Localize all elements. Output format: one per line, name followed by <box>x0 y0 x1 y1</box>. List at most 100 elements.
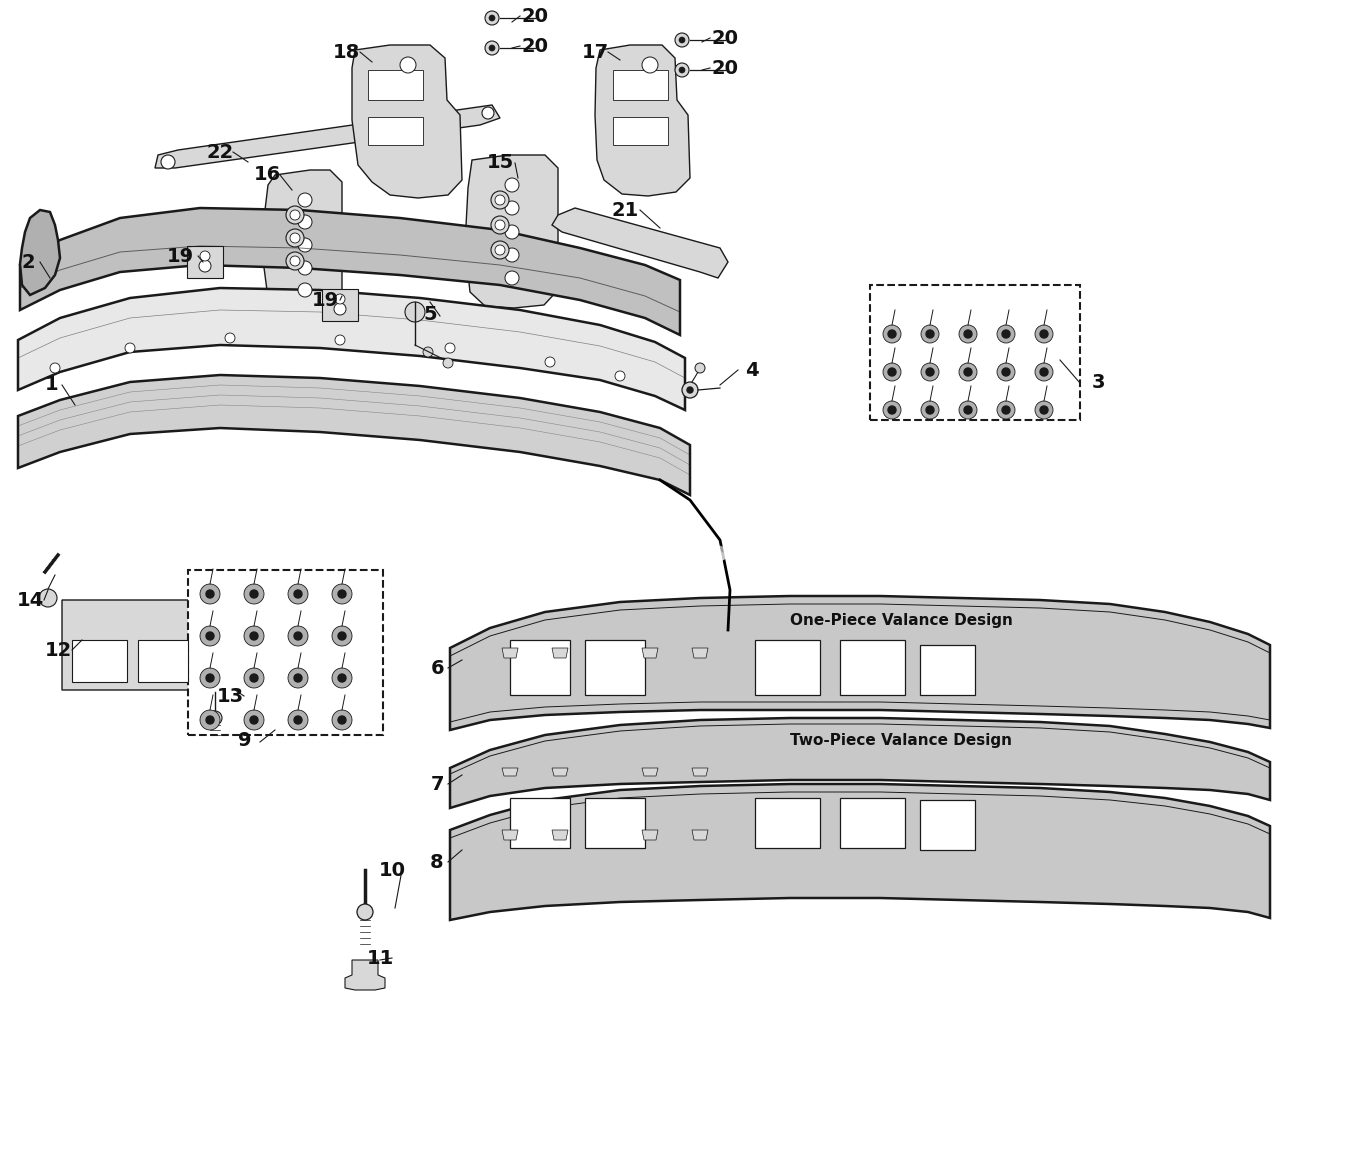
Text: 5: 5 <box>423 305 436 325</box>
Wedge shape <box>701 549 729 565</box>
Bar <box>840 639 906 696</box>
Circle shape <box>505 201 519 215</box>
Circle shape <box>335 293 344 304</box>
Polygon shape <box>21 210 60 295</box>
Circle shape <box>696 364 705 373</box>
Circle shape <box>209 711 222 725</box>
Wedge shape <box>696 545 733 565</box>
Circle shape <box>285 206 305 224</box>
Text: 14: 14 <box>16 590 44 609</box>
Circle shape <box>298 283 311 297</box>
Circle shape <box>206 632 214 639</box>
Bar <box>840 798 906 848</box>
Polygon shape <box>502 830 519 841</box>
Text: 19: 19 <box>311 291 339 310</box>
Circle shape <box>333 303 346 314</box>
Circle shape <box>1002 368 1010 376</box>
Bar <box>870 285 1080 420</box>
Circle shape <box>332 710 353 729</box>
Circle shape <box>1034 364 1052 381</box>
Circle shape <box>288 627 307 646</box>
Circle shape <box>338 632 346 639</box>
Circle shape <box>49 364 60 373</box>
Circle shape <box>298 193 311 207</box>
Circle shape <box>38 589 58 607</box>
Circle shape <box>545 357 556 367</box>
Circle shape <box>200 667 220 689</box>
Circle shape <box>921 364 938 381</box>
Polygon shape <box>595 44 690 196</box>
Circle shape <box>959 364 977 381</box>
Text: 20: 20 <box>521 7 549 26</box>
Circle shape <box>338 715 346 724</box>
Bar <box>613 117 668 145</box>
Polygon shape <box>502 648 519 658</box>
Circle shape <box>482 108 494 119</box>
Circle shape <box>206 590 214 599</box>
Bar <box>71 639 128 682</box>
Circle shape <box>615 371 626 381</box>
Circle shape <box>965 406 971 414</box>
Circle shape <box>675 33 689 47</box>
Text: Two-Piece Valance Design: Two-Piece Valance Design <box>790 733 1013 747</box>
Circle shape <box>405 302 425 321</box>
Polygon shape <box>450 596 1270 729</box>
Circle shape <box>484 11 499 25</box>
Polygon shape <box>21 208 681 336</box>
Circle shape <box>491 191 509 209</box>
Text: 20: 20 <box>712 28 738 48</box>
Circle shape <box>200 584 220 604</box>
Circle shape <box>288 584 307 604</box>
Circle shape <box>1034 325 1052 343</box>
Circle shape <box>288 710 307 729</box>
Circle shape <box>997 401 1015 419</box>
Circle shape <box>244 710 263 729</box>
Circle shape <box>200 627 220 646</box>
Text: 11: 11 <box>366 948 394 968</box>
Bar <box>368 117 423 145</box>
Circle shape <box>1040 368 1048 376</box>
Circle shape <box>357 904 373 920</box>
Bar <box>921 645 975 696</box>
Polygon shape <box>62 600 218 690</box>
Circle shape <box>125 343 134 353</box>
Bar <box>613 70 668 101</box>
Text: 6: 6 <box>431 658 445 678</box>
Circle shape <box>505 178 519 192</box>
Circle shape <box>285 253 305 270</box>
Circle shape <box>401 57 416 72</box>
Circle shape <box>250 632 258 639</box>
Circle shape <box>965 330 971 338</box>
Circle shape <box>959 401 977 419</box>
Circle shape <box>884 401 901 419</box>
Polygon shape <box>18 288 685 410</box>
Circle shape <box>250 675 258 682</box>
Circle shape <box>642 57 659 72</box>
Circle shape <box>294 632 302 639</box>
Circle shape <box>294 715 302 724</box>
Bar <box>921 800 975 850</box>
Circle shape <box>884 364 901 381</box>
Circle shape <box>491 241 509 260</box>
Circle shape <box>244 667 263 689</box>
Circle shape <box>488 15 495 21</box>
Circle shape <box>294 675 302 682</box>
Text: 21: 21 <box>612 201 638 220</box>
Polygon shape <box>263 170 342 312</box>
Text: 2: 2 <box>21 253 34 271</box>
Polygon shape <box>322 289 358 321</box>
Text: 4: 4 <box>745 360 759 380</box>
Circle shape <box>200 251 210 261</box>
Bar <box>755 639 820 696</box>
Polygon shape <box>187 245 224 278</box>
Circle shape <box>423 347 434 357</box>
Circle shape <box>505 271 519 285</box>
Circle shape <box>921 325 938 343</box>
Text: 9: 9 <box>239 731 251 749</box>
Circle shape <box>200 710 220 729</box>
Circle shape <box>888 368 896 376</box>
Circle shape <box>206 715 214 724</box>
Text: 7: 7 <box>431 775 443 794</box>
Circle shape <box>488 44 495 51</box>
Polygon shape <box>552 648 568 658</box>
